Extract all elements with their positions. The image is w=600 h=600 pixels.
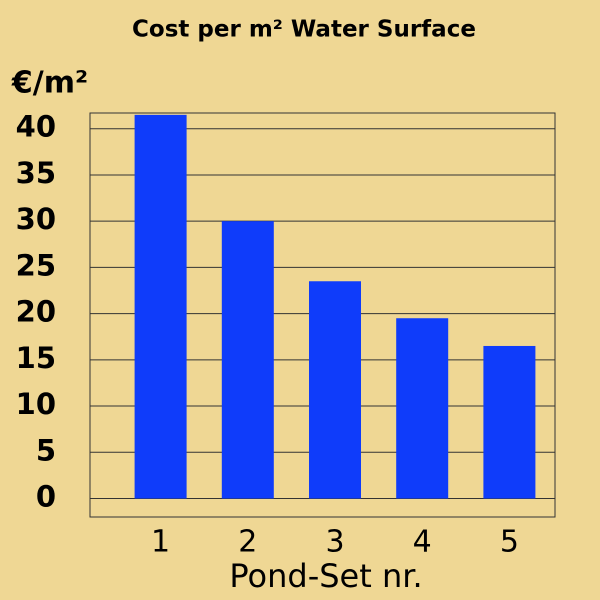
y-tick-label: 15 bbox=[16, 341, 56, 375]
bar bbox=[134, 114, 187, 499]
bar bbox=[221, 221, 274, 499]
y-tick-label: 30 bbox=[16, 202, 56, 236]
bar bbox=[483, 345, 536, 499]
y-tick-label: 35 bbox=[16, 156, 56, 190]
y-tick-label: 25 bbox=[16, 248, 56, 282]
y-tick-label: 10 bbox=[16, 387, 56, 421]
y-tick-label: 20 bbox=[16, 295, 56, 329]
bar bbox=[396, 318, 449, 499]
y-axis-label: €/m² bbox=[11, 66, 88, 101]
x-axis-label: Pond-Set nr. bbox=[229, 557, 422, 595]
x-tick-label: 1 bbox=[151, 525, 170, 560]
x-tick-label: 2 bbox=[238, 525, 257, 560]
y-tick-label: 0 bbox=[36, 480, 56, 514]
x-tick-label: 3 bbox=[325, 525, 344, 560]
x-tick-label: 4 bbox=[413, 525, 432, 560]
plot-frame bbox=[89, 112, 556, 518]
y-tick-label: 5 bbox=[36, 433, 56, 467]
chart-title: Cost per m² Water Surface bbox=[132, 17, 476, 43]
y-tick-label: 40 bbox=[16, 110, 56, 144]
x-tick-label: 5 bbox=[500, 525, 519, 560]
bar bbox=[309, 281, 361, 499]
